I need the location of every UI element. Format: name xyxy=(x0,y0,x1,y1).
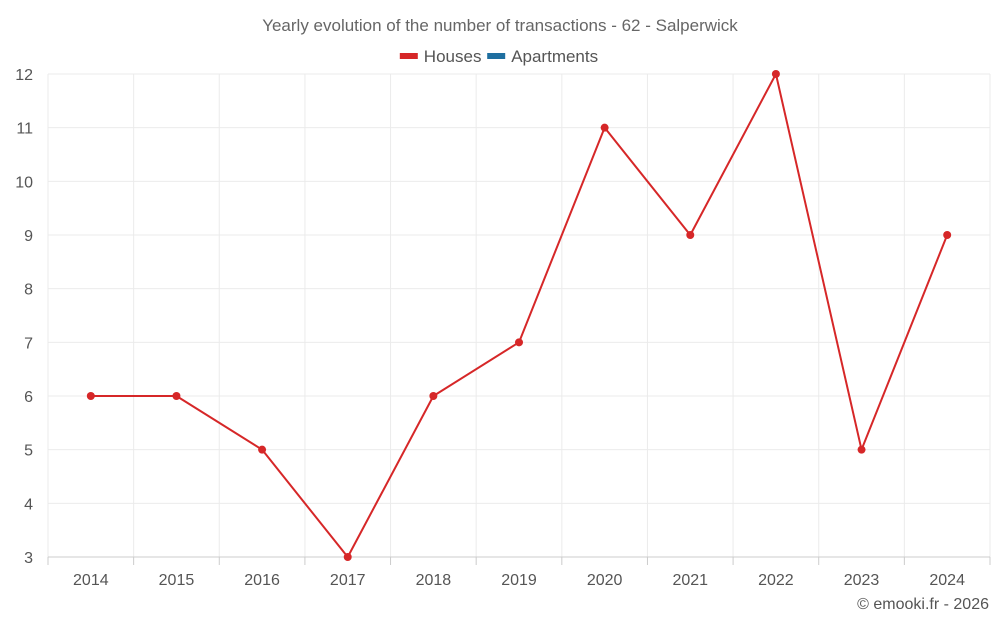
chart-title: Yearly evolution of the number of transa… xyxy=(262,16,738,35)
data-point[interactable] xyxy=(258,445,267,454)
x-tick-label: 2018 xyxy=(416,572,452,589)
data-point[interactable] xyxy=(600,123,609,132)
legend-label: Apartments xyxy=(511,47,598,66)
legend-item-houses[interactable]: Houses xyxy=(399,47,482,66)
data-point[interactable] xyxy=(515,338,523,347)
y-tick-label: 12 xyxy=(15,67,33,84)
y-tick-label: 6 xyxy=(24,389,33,406)
x-tick-label: 2023 xyxy=(844,572,880,589)
data-point[interactable] xyxy=(686,231,695,239)
series xyxy=(86,70,952,561)
data-point[interactable] xyxy=(429,392,438,400)
data-point[interactable] xyxy=(857,445,866,454)
legend-swatch xyxy=(399,53,418,59)
y-tick-label: 7 xyxy=(24,335,33,352)
legend: Houses Apartments xyxy=(399,47,598,66)
data-point[interactable] xyxy=(172,392,181,400)
x-tick-label: 2020 xyxy=(587,572,623,589)
y-tick-label: 8 xyxy=(24,282,33,299)
legend-item-apartments[interactable]: Apartments xyxy=(487,47,598,66)
x-tick-label: 2017 xyxy=(330,572,366,589)
grid xyxy=(47,73,991,558)
data-point[interactable] xyxy=(943,231,952,239)
data-point[interactable] xyxy=(343,553,352,561)
axes: 3 4 5 6 7 8 9 10 11 12 2014 2015 2016 2017 2018 2019 202… xyxy=(15,67,991,589)
legend-label: Houses xyxy=(424,47,482,66)
y-tick-label: 4 xyxy=(24,496,33,513)
y-tick-label: 3 xyxy=(24,550,33,567)
x-tick-label: 2019 xyxy=(501,572,537,589)
x-tick-label: 2014 xyxy=(73,572,109,589)
data-point[interactable] xyxy=(771,70,780,78)
x-tick-label: 2024 xyxy=(929,572,965,589)
x-tick-label: 2016 xyxy=(244,572,280,589)
y-tick-label: 5 xyxy=(24,443,33,460)
y-tick-label: 10 xyxy=(15,174,33,191)
legend-swatch xyxy=(487,53,506,59)
x-tick-label: 2021 xyxy=(672,572,708,589)
y-tick-label: 11 xyxy=(16,121,33,138)
x-tick-label: 2015 xyxy=(159,572,195,589)
x-tick-label: 2022 xyxy=(758,572,794,589)
data-point[interactable] xyxy=(86,392,95,400)
credit-text: © emooki.fr - 2026 xyxy=(857,596,989,613)
y-tick-label: 9 xyxy=(24,228,33,245)
